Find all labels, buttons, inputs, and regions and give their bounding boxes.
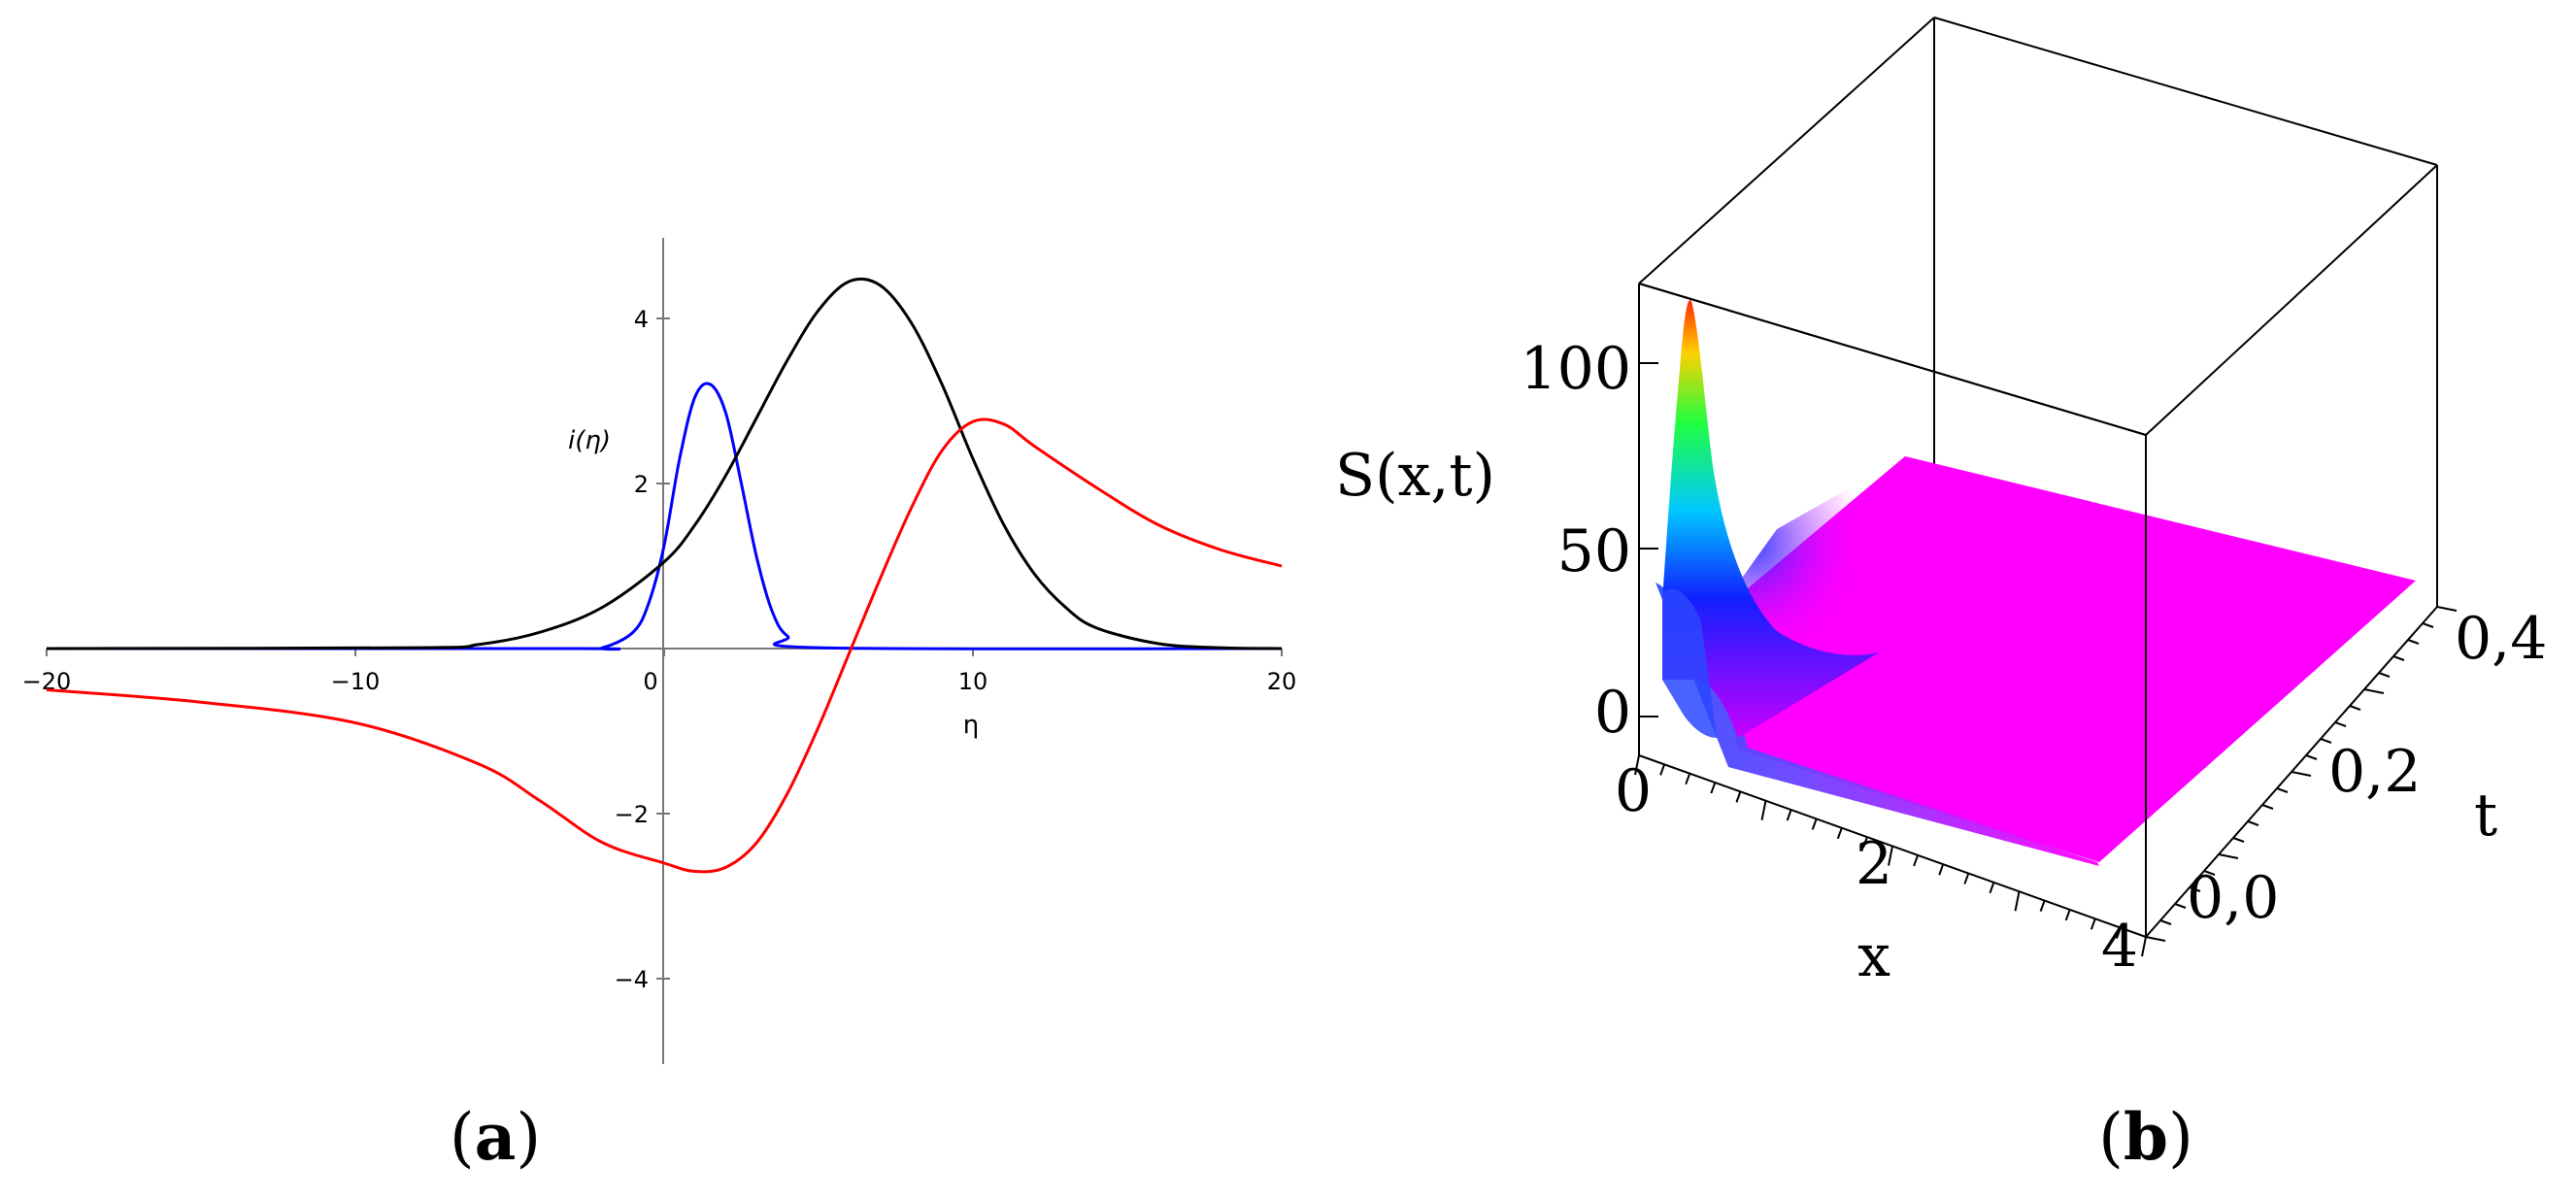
x-tick [1989,882,1995,894]
panel-b-surface-plot: 100 50 0 S(x,t) 0 2 4 x 0,0 0,2 0,4 t [1335,17,2547,990]
x-tick-label: 10 [958,668,988,695]
t-tick-label: 0,2 [2328,738,2421,806]
surface-spike-front [1662,588,1717,738]
t-tick-label: 0,4 [2455,605,2547,673]
x-tick [1659,764,1666,776]
t-tick [2174,903,2187,909]
x-tick [1786,809,1792,821]
x-tick [1861,836,1868,849]
y-axis-ticks: 4 2 −2 −4 [615,306,670,993]
x-tick-label: 0 [1615,757,1652,825]
x-tick-label: 4 [2101,913,2138,981]
t-tick [2378,672,2391,678]
panel-a-chart: −20 −10 0 10 20 42−2−4 i(η) η [22,238,1297,1064]
z-axis-label: S(x,t) [1335,442,1495,510]
t-tick [2320,738,2332,744]
z-tick-label: 0 [1594,679,1631,747]
x-axis-label: x [1857,922,1890,990]
y-axis-label: i(η) [568,426,611,455]
x-tick [2090,917,2096,930]
x-tick [2039,900,2046,912]
x-tick-label: −10 [331,668,381,695]
t-tick [2305,754,2318,760]
x-tick [1913,854,1920,867]
t-axis-label: t [2474,782,2497,850]
t-tick [2363,688,2385,694]
x-tick [1710,782,1717,794]
panel-label-a: (a) [450,1099,541,1175]
t-tick [2436,606,2458,612]
z-tick-label: 100 [1520,335,1631,403]
t-tick [2247,820,2259,826]
x-tick [1685,773,1691,785]
x-tick [1760,800,1767,820]
x-tick [2014,891,2021,912]
series-line-3 [46,417,1283,874]
x-tick [1938,863,1945,876]
panel-label-b: (b) [2098,1099,2193,1175]
x-tick [2064,909,2071,921]
t-axis-ticks [2145,606,2458,942]
t-tick [2189,886,2201,892]
series-group [46,277,1283,874]
series-line-1 [46,382,1283,651]
x-tick [1888,846,1893,866]
t-tick [2159,919,2172,925]
x-axis-ticks [1634,754,2147,957]
x-tick [1634,754,1640,776]
series-line-2 [46,277,1283,651]
t-tick [2276,787,2289,793]
t-tick-label: 0,0 [2187,864,2279,932]
x-tick [2115,927,2122,939]
z-axis-ticks [1639,362,1658,717]
x-tick [1811,818,1818,830]
t-tick [2392,655,2405,661]
x-tick-label: 0 [643,668,657,695]
x-tick [1735,791,1742,803]
x-tick [1836,827,1843,840]
y-tick-label: 2 [634,471,649,498]
x-axis-label: η [963,711,979,740]
y-tick-label: −4 [615,966,649,993]
z-tick-label: 50 [1557,517,1631,585]
t-tick [2203,870,2216,876]
t-tick [2261,804,2274,810]
x-tick [2141,936,2147,957]
surface [1656,300,2416,866]
t-tick [2334,721,2347,727]
t-tick [2145,936,2166,942]
t-tick [2218,853,2239,859]
x-tick-label: 20 [1267,668,1297,695]
x-axis-ticks: −20 −10 0 10 20 [22,649,1297,695]
x-tick-label: 2 [1856,830,1892,898]
x-tick [1963,873,1970,884]
y-tick-label: −2 [615,801,649,828]
t-tick [2407,639,2420,645]
t-tick [2291,771,2312,777]
surface-spike [1662,300,1879,738]
t-tick [2349,705,2361,711]
bounding-box-back [1638,17,2438,485]
t-tick [2422,622,2434,628]
t-tick [2232,837,2245,843]
y-tick-label: 4 [634,306,649,333]
